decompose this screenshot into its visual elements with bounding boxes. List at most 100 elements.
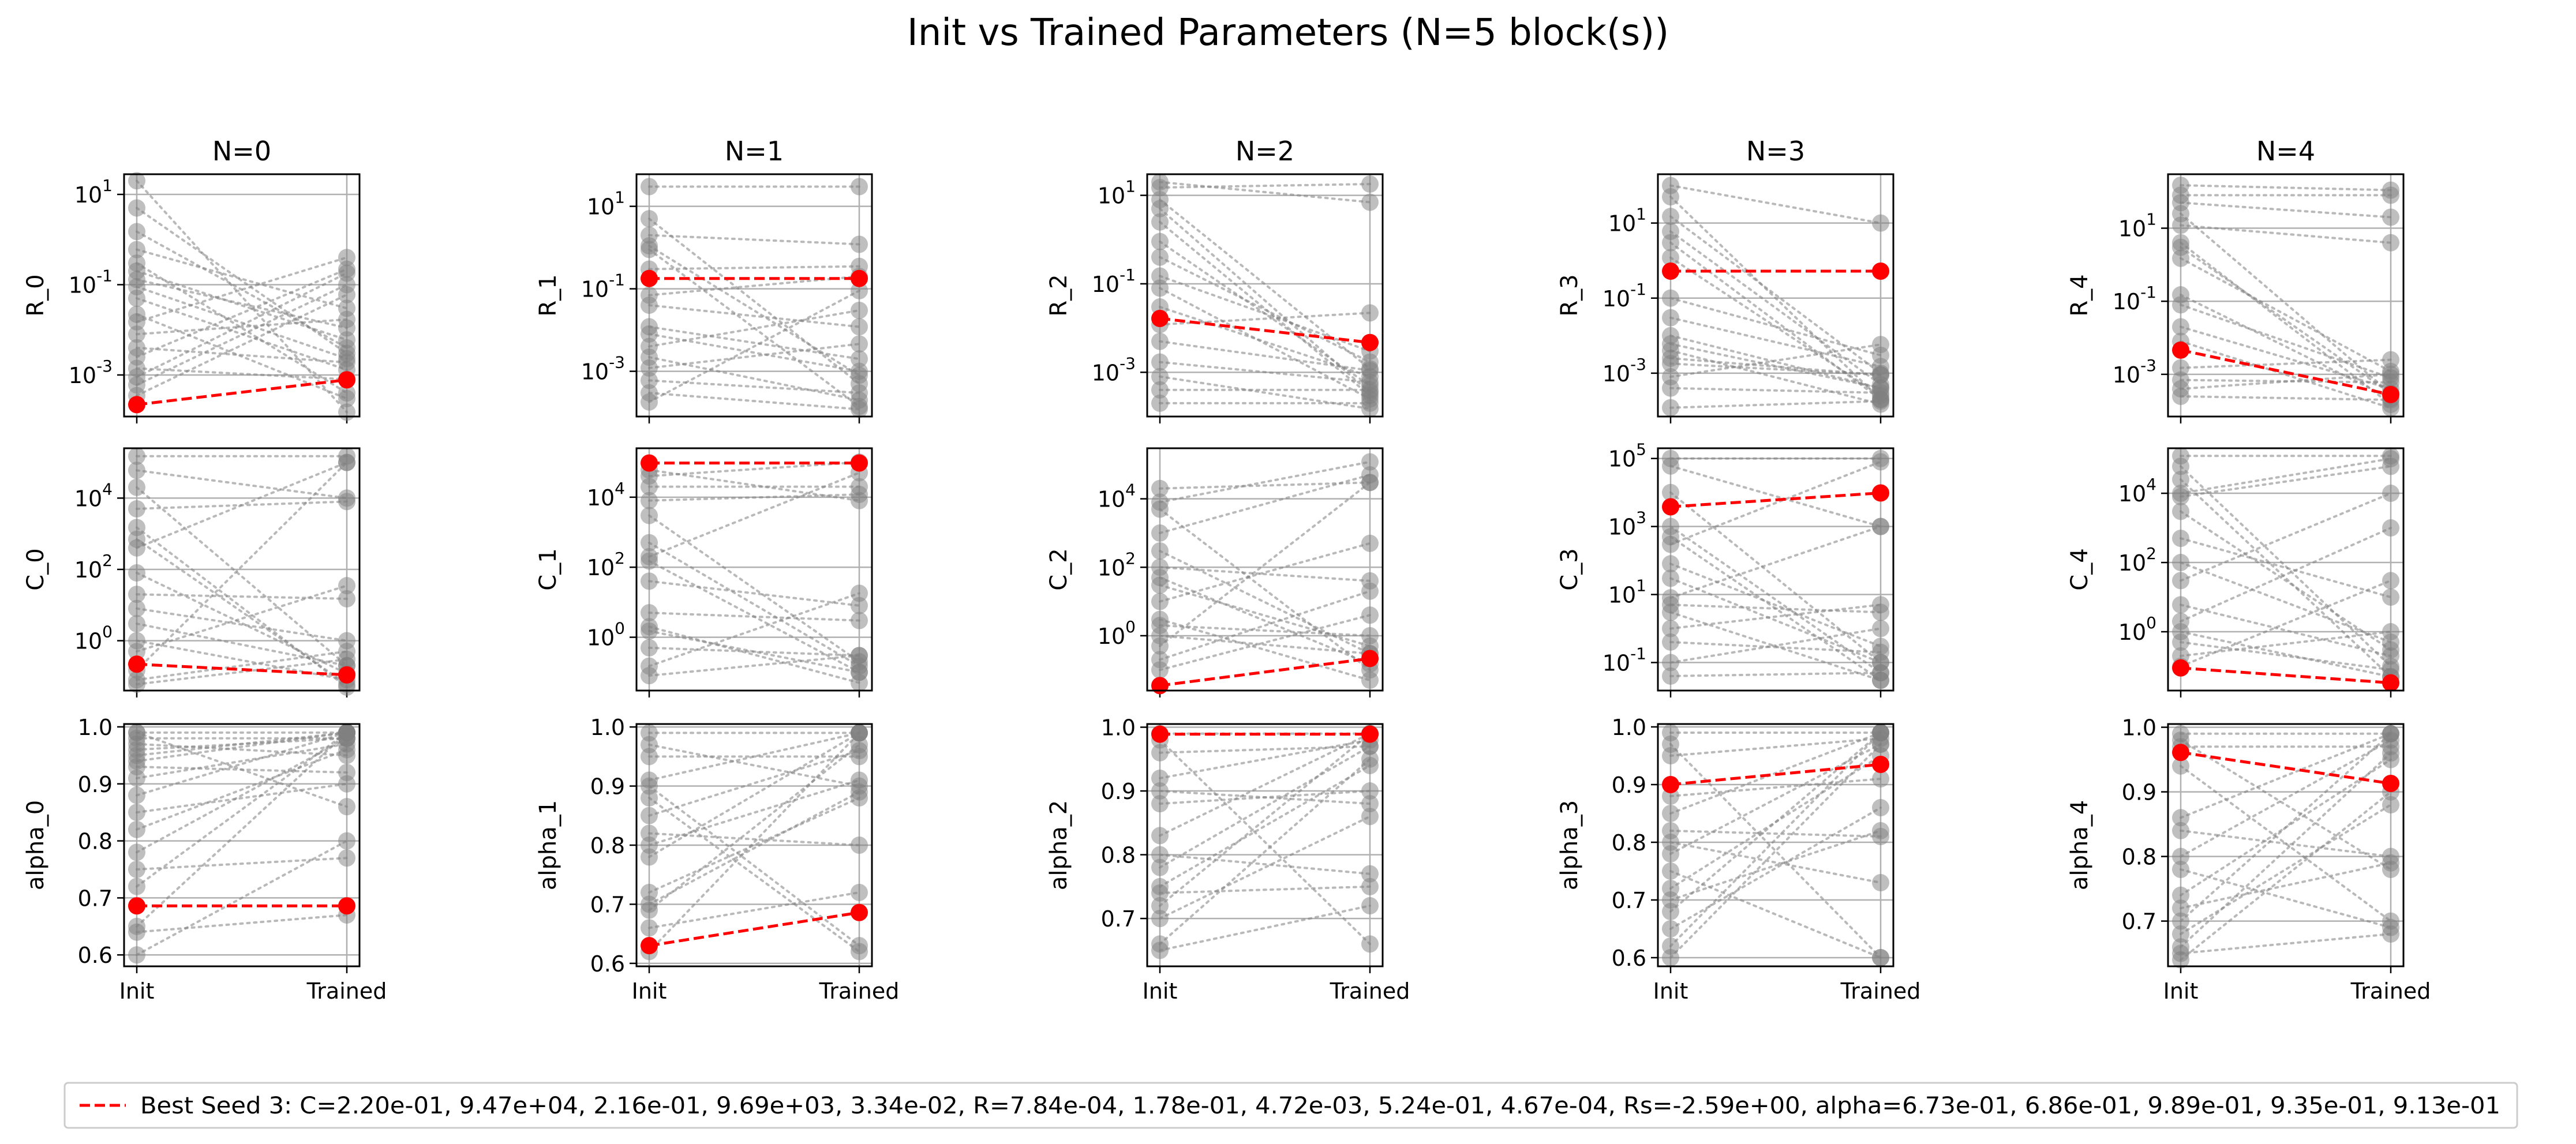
seed-line-6	[136, 593, 348, 600]
seed-point-init-11	[1662, 379, 1679, 397]
seed-point-init-7	[641, 604, 658, 622]
seed-line-14	[1669, 357, 1882, 376]
seed-line-4	[648, 797, 860, 953]
seed-point-init-7	[128, 786, 145, 804]
seed-point-init-14	[1151, 191, 1169, 209]
seed-line-0	[1159, 460, 1371, 504]
seed-line-5	[648, 749, 860, 817]
xtick-label-trained: Trained	[819, 978, 900, 1004]
seed-point-init-9	[1151, 910, 1169, 928]
seed-point-trained-1	[1361, 175, 1379, 193]
seed-point-trained-14	[338, 276, 355, 294]
seed-line-6	[1669, 743, 1882, 855]
seed-line-8	[1669, 349, 1882, 406]
seed-point-init-1	[128, 199, 145, 217]
seed-point-trained-6	[851, 350, 868, 368]
ytick-label-0: 104	[587, 479, 625, 511]
seed-line-6	[2180, 868, 2392, 929]
seed-line-11	[1159, 614, 1371, 672]
seed-line-15	[136, 914, 348, 933]
panel-C_2: 104 102 100 C_2	[1046, 447, 1384, 697]
seed-line-6	[2180, 257, 2392, 373]
seed-line-10	[1669, 807, 1882, 930]
seed-line-7	[648, 779, 860, 846]
ylabel-R_2: R_2	[1046, 274, 1072, 316]
seed-point-init-2	[1662, 208, 1679, 226]
best-seed-line	[1159, 317, 1371, 344]
ytick-label-2: 101	[1608, 576, 1646, 608]
seed-point-init-9	[641, 359, 658, 377]
ytick-label-4: 0.6	[1612, 946, 1646, 971]
ytick-label-4: 0.6	[590, 951, 625, 977]
seed-line-4	[1669, 460, 1882, 546]
best-seed-point-init	[2172, 659, 2189, 677]
seed-point-trained-14	[1361, 877, 1379, 895]
seed-line-8	[136, 782, 348, 814]
ytick-label-1: 103	[1608, 508, 1646, 540]
ylabel-C_3: C_3	[1556, 548, 1583, 590]
seed-point-init-8	[1151, 897, 1169, 914]
seed-line-14	[1669, 732, 1882, 947]
seed-line-4	[2180, 829, 2392, 858]
seed-line-13	[1159, 576, 1371, 665]
ytick-label-0: 1.0	[2122, 715, 2156, 741]
seed-point-init-13	[641, 547, 658, 565]
ytick-label-3: 0.7	[78, 886, 113, 911]
seed-point-init-9	[128, 643, 145, 661]
seed-point-init-0	[641, 178, 658, 196]
seed-point-trained-11	[851, 384, 868, 402]
seed-line-1	[2180, 465, 2392, 668]
seed-line-14	[136, 839, 348, 957]
seed-point-trained-13	[851, 783, 868, 801]
seed-point-trained-13	[1872, 822, 1889, 839]
best-seed-point-init	[1662, 262, 1679, 280]
seed-point-trained-9	[338, 299, 355, 317]
xtick-label-trained: Trained	[2350, 978, 2431, 1004]
seed-line-5	[1159, 853, 1371, 875]
best-seed-point-init	[128, 396, 145, 414]
seed-point-init-8	[2172, 899, 2189, 917]
seed-point-init-17	[128, 359, 145, 377]
seed-line-14	[136, 283, 348, 387]
axes-frame	[1657, 173, 1894, 418]
subplot-grid: 101 10-1 10-3 R_0 101 10-1 10-3 R_1 101 10-1 10-3 R…	[23, 172, 2431, 1004]
seed-line-3	[2180, 457, 2392, 495]
seed-line-14	[136, 650, 348, 681]
seed-point-init-4	[641, 534, 658, 552]
seed-point-init-12	[1662, 399, 1679, 417]
seed-line-13	[648, 790, 860, 906]
seed-line-14	[1669, 603, 1882, 614]
seed-line-13	[1669, 830, 1882, 901]
seed-line-0	[1159, 181, 1371, 204]
seed-point-trained-5	[851, 318, 868, 336]
axes-frame	[1146, 173, 1384, 418]
best-seed-point-trained	[851, 903, 868, 921]
seed-point-trained-12	[2382, 925, 2399, 943]
seed-point-init-10	[128, 843, 145, 861]
seed-point-init-7	[128, 615, 145, 633]
seed-point-trained-10	[1872, 336, 1889, 354]
seed-line-13	[2180, 395, 2392, 402]
panel-alpha_1: 1.0 0.9 0.8 0.7 0.6 Init Trained alpha_1	[535, 715, 899, 1004]
seed-line-12	[2180, 933, 2392, 955]
seed-point-init-6	[1662, 569, 1679, 587]
seed-point-init-5	[1151, 846, 1169, 864]
ytick-label-3: 0.7	[1612, 888, 1646, 913]
seed-line-12	[2180, 579, 2392, 668]
seed-point-init-13	[641, 286, 658, 304]
seed-line-7	[2180, 492, 2392, 582]
seed-point-trained-6	[1361, 737, 1379, 755]
ytick-label-0: 104	[2118, 475, 2156, 507]
seed-line-17	[136, 731, 348, 763]
seed-line-8	[648, 356, 860, 402]
seed-line-11	[648, 379, 860, 394]
seed-point-init-11	[128, 861, 145, 878]
seed-line-14	[2180, 739, 2392, 871]
seed-line-7	[136, 272, 348, 378]
seed-line-5	[2180, 537, 2392, 599]
seed-line-3	[136, 278, 348, 329]
seed-line-7	[1159, 306, 1371, 378]
best-seed-point-trained	[1872, 262, 1889, 280]
seed-line-11	[2180, 358, 2392, 369]
ytick-label-2: 10-3	[581, 353, 625, 385]
